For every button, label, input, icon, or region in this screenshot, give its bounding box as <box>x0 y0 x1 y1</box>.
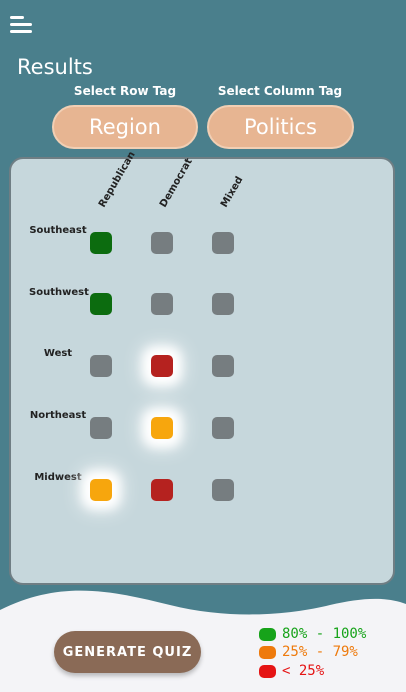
grid-cell-west-democrat[interactable] <box>151 355 173 377</box>
grid-cell-southeast-democrat[interactable] <box>151 232 173 254</box>
column-tag-selector[interactable]: Politics <box>207 105 354 149</box>
page-title: Results <box>17 55 93 79</box>
grid-cell-northeast-mixed[interactable] <box>212 417 234 439</box>
legend-item-low: < 25% <box>259 663 324 679</box>
grid-cell-west-republican[interactable] <box>90 355 112 377</box>
legend-item-high: 80% - 100% <box>259 626 366 642</box>
row-tag-label: Select Row Tag <box>73 84 177 98</box>
row-header-southwest: Southwest <box>29 287 89 298</box>
row-tag-selector[interactable]: Region <box>52 105 198 149</box>
grid-cell-southwest-mixed[interactable] <box>212 293 234 315</box>
row-header-midwest: Midwest <box>34 472 82 483</box>
column-header-mixed: Mixed <box>219 174 246 210</box>
grid-cell-southwest-republican[interactable] <box>90 293 112 315</box>
legend-label-mid: 25% - 79% <box>282 644 358 660</box>
grid-cell-midwest-republican[interactable] <box>90 479 112 501</box>
column-header-republican: Republican <box>97 149 138 210</box>
grid-cell-southwest-democrat[interactable] <box>151 293 173 315</box>
column-header-democrat: Democrat <box>158 156 195 210</box>
grid-cell-southeast-mixed[interactable] <box>212 232 234 254</box>
legend-swatch-green <box>259 627 276 641</box>
legend-swatch-red <box>259 664 276 678</box>
grid-cell-midwest-mixed[interactable] <box>212 479 234 501</box>
menu-icon[interactable] <box>10 16 34 38</box>
legend-item-mid: 25% - 79% <box>259 644 358 660</box>
results-grid-panel: Republican Democrat Mixed Southeast Sout… <box>9 150 395 585</box>
grid-cell-northeast-democrat[interactable] <box>151 417 173 439</box>
legend-swatch-orange <box>259 645 276 659</box>
column-tag-label: Select Column Tag <box>217 84 343 98</box>
grid-cell-midwest-democrat[interactable] <box>151 479 173 501</box>
row-header-west: West <box>43 348 73 359</box>
grid-cell-west-mixed[interactable] <box>212 355 234 377</box>
row-header-northeast: Northeast <box>29 410 87 421</box>
grid-cell-northeast-republican[interactable] <box>90 417 112 439</box>
legend-label-high: 80% - 100% <box>282 626 367 642</box>
grid-cell-southeast-republican[interactable] <box>90 232 112 254</box>
row-header-southeast: Southeast <box>29 225 87 236</box>
legend-label-low: < 25% <box>282 663 325 679</box>
generate-quiz-button[interactable]: GENERATE QUIZ <box>54 631 201 673</box>
